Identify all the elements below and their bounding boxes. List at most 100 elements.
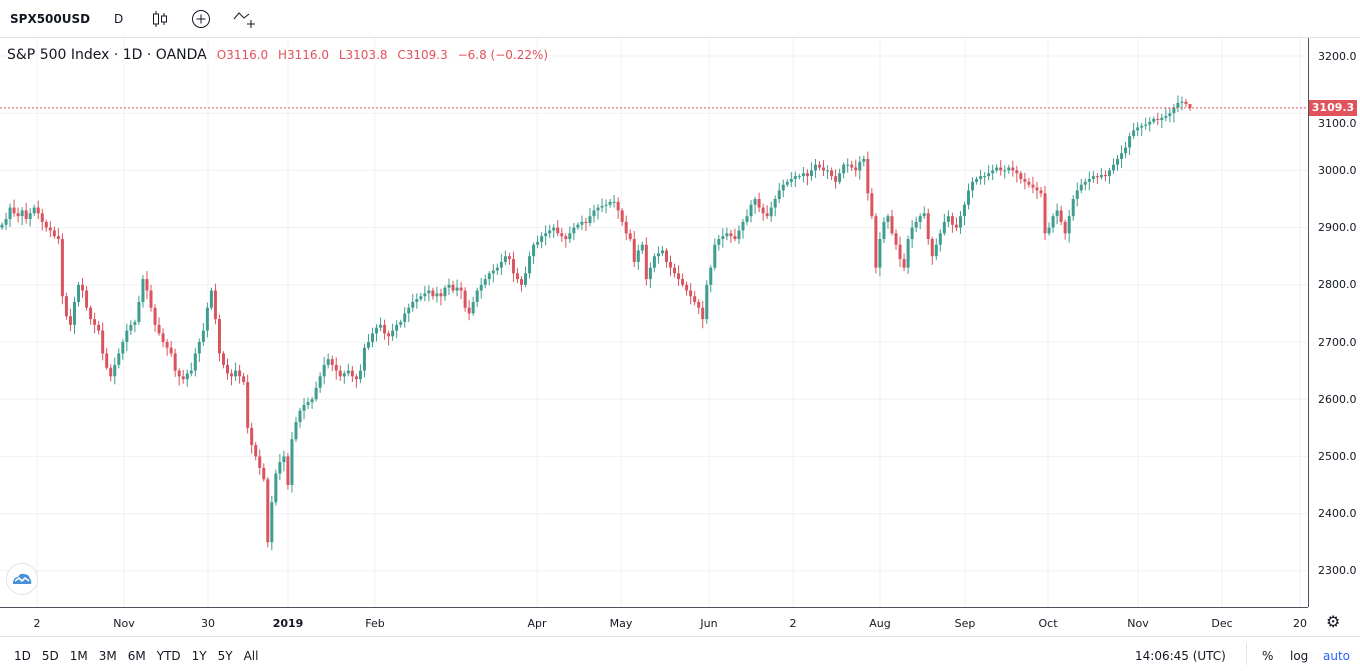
- candle-down: [246, 382, 250, 428]
- candle-up: [342, 373, 346, 377]
- candle-up: [0, 224, 4, 228]
- candle-down: [632, 239, 636, 262]
- candle-down: [834, 176, 838, 182]
- candle-up: [962, 204, 966, 217]
- candle-up: [407, 307, 411, 314]
- candle-up: [958, 216, 962, 228]
- candle-down: [1039, 190, 1043, 194]
- candles-icon[interactable]: [151, 10, 169, 28]
- symbol-search[interactable]: SPX500USD: [10, 11, 91, 26]
- range-button-1m[interactable]: 1M: [69, 649, 88, 663]
- range-button-6m[interactable]: 6M: [127, 649, 146, 663]
- range-button-1d[interactable]: 1D: [14, 649, 31, 663]
- candle-up: [125, 330, 129, 342]
- auto-scale-toggle[interactable]: auto: [1323, 649, 1351, 663]
- candle-up: [1071, 199, 1075, 217]
- candle-up: [1051, 216, 1055, 228]
- candle-up: [499, 261, 503, 268]
- time-tick-label: Dec: [1211, 617, 1233, 630]
- candle-down: [628, 233, 632, 240]
- candle-up: [1176, 102, 1180, 108]
- candle-down: [1188, 104, 1192, 108]
- candle-up: [656, 253, 660, 257]
- candle-up: [991, 170, 995, 174]
- candle-up: [270, 502, 274, 543]
- price-tick-label: 2900.0: [1318, 221, 1357, 235]
- candle-up: [197, 342, 201, 354]
- candle-up: [979, 176, 983, 179]
- candle-up: [375, 327, 379, 334]
- time-tick-label: Apr: [527, 617, 547, 630]
- candle-down: [1015, 170, 1019, 174]
- candle-up: [588, 216, 592, 224]
- tradingview-logo-icon[interactable]: [6, 563, 38, 595]
- candle-down: [685, 284, 689, 291]
- price-chart[interactable]: [0, 38, 1308, 607]
- candle-up: [471, 301, 475, 314]
- time-tick-label: Nov: [1127, 617, 1149, 630]
- candle-up: [749, 204, 753, 217]
- range-button-all[interactable]: All: [243, 649, 259, 663]
- candle-up: [189, 370, 193, 374]
- legend-title: S&P 500 Index · 1D · OANDA: [7, 47, 207, 63]
- settings-gear-icon[interactable]: ⚙: [1326, 612, 1341, 631]
- price-axis[interactable]: [1308, 38, 1360, 607]
- candle-up: [1160, 117, 1164, 121]
- indicators-icon[interactable]: [233, 9, 257, 29]
- candle-up: [391, 330, 395, 337]
- candle-down: [644, 244, 648, 280]
- candle-down: [181, 376, 185, 380]
- candle-up: [20, 210, 24, 217]
- range-button-3m[interactable]: 3M: [98, 649, 117, 663]
- candle-up: [906, 239, 910, 268]
- time-axis[interactable]: [0, 607, 1308, 637]
- time-tick-label: Jun: [700, 617, 718, 630]
- candle-up: [532, 244, 536, 257]
- candle-up: [4, 219, 8, 225]
- candle-down: [157, 324, 161, 334]
- candle-up: [713, 244, 717, 268]
- candle-up: [721, 236, 725, 240]
- candle-down: [519, 279, 523, 285]
- candle-up: [1075, 190, 1079, 199]
- candle-down: [161, 333, 165, 342]
- candle-down: [238, 370, 242, 377]
- candle-up: [1055, 210, 1059, 217]
- candle-up: [234, 370, 238, 377]
- candle-down: [1031, 184, 1035, 188]
- candle-up: [737, 230, 741, 240]
- utc-clock[interactable]: 14:06:45 (UTC): [1135, 649, 1226, 663]
- candle-up: [137, 301, 141, 322]
- candle-up: [1067, 216, 1071, 234]
- candle-up: [379, 324, 383, 328]
- candle-down: [463, 290, 467, 308]
- candle-down: [12, 207, 16, 214]
- price-tick-label: 2700.0: [1318, 335, 1357, 349]
- candle-down: [64, 296, 68, 317]
- range-button-5d[interactable]: 5D: [41, 649, 59, 663]
- candle-down: [556, 227, 560, 234]
- price-tick-label: 3200.0: [1318, 49, 1357, 63]
- candle-up: [495, 267, 499, 271]
- log-scale-toggle[interactable]: log: [1290, 649, 1309, 663]
- interval-button[interactable]: D: [114, 11, 124, 26]
- compare-add-icon[interactable]: [191, 9, 211, 29]
- candle-up: [1144, 124, 1148, 126]
- range-button-1y[interactable]: 1Y: [191, 649, 207, 663]
- candle-up: [1116, 158, 1120, 165]
- candle-up: [604, 204, 608, 206]
- candle-up: [608, 201, 612, 205]
- percent-scale-toggle[interactable]: %: [1262, 649, 1274, 663]
- candle-down: [822, 167, 826, 171]
- range-button-ytd[interactable]: YTD: [156, 649, 181, 663]
- candle-down: [153, 307, 157, 325]
- range-button-5y[interactable]: 5Y: [217, 649, 233, 663]
- candle-down: [40, 213, 44, 222]
- candle-up: [995, 167, 999, 171]
- candle-down: [173, 353, 177, 371]
- bottom-bar: 1D 5D 1M 3M 6M YTD 1Y 5Y All 14:06:45 (UTC) % lo…: [0, 636, 1360, 671]
- candle-down: [1063, 221, 1067, 234]
- candle-down: [459, 287, 463, 291]
- candle-up: [568, 233, 572, 240]
- time-tick-label: Oct: [1038, 617, 1058, 630]
